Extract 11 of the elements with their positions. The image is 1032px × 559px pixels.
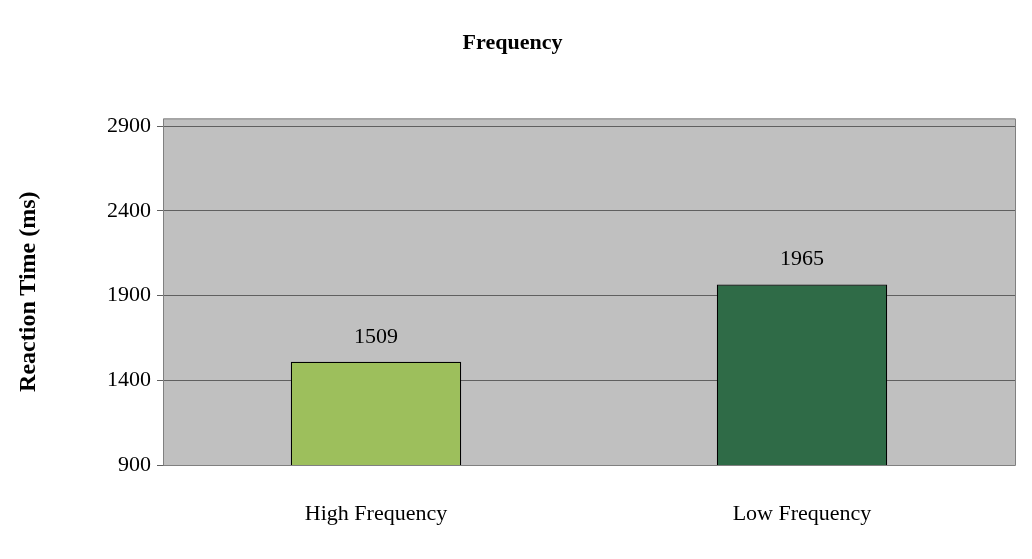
y-tick-label: 2400 [107,196,151,222]
y-axis-title: Reaction Time (ms) [13,191,40,392]
x-tick-label: High Frequency [304,499,448,525]
y-tick-label: 1400 [107,366,151,392]
y-tick-label: 1900 [107,281,151,307]
chart-title: Frequency [462,28,563,54]
y-tick-label: 900 [118,450,151,476]
data-label: 1965 [780,245,824,271]
data-label: 1509 [354,322,398,348]
y-tick-label: 2900 [107,111,151,137]
x-tick-label: Low Frequency [732,499,872,525]
